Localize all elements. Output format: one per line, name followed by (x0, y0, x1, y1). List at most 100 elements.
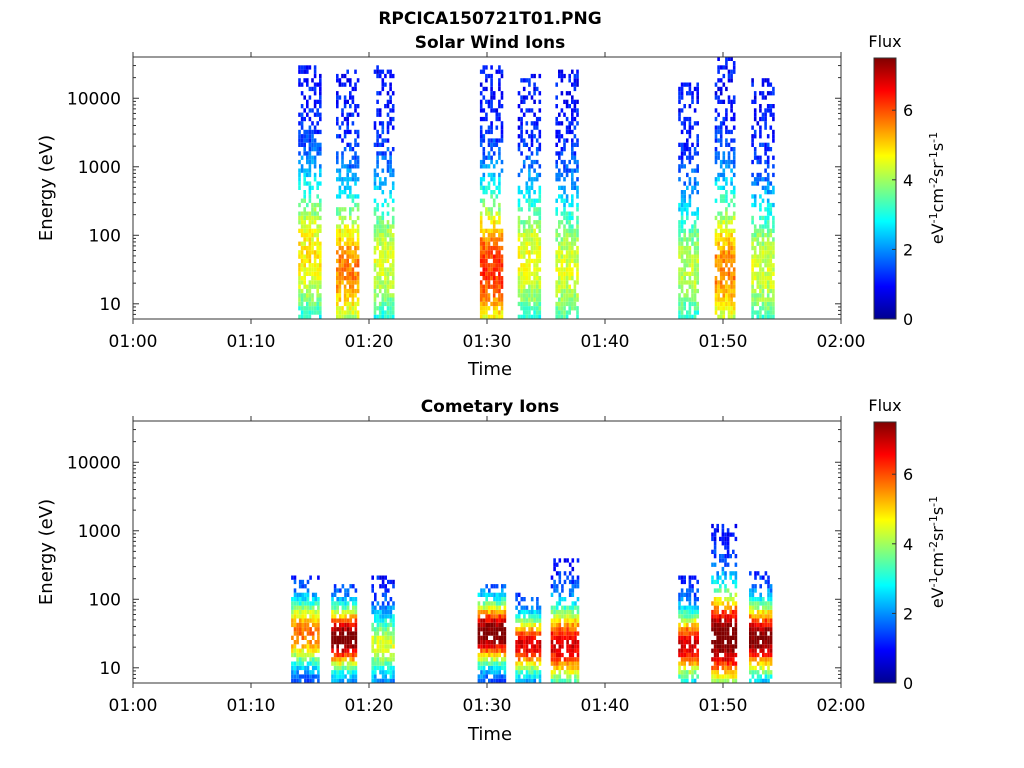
heatmap-cell (751, 82, 754, 87)
heatmap-cell (311, 622, 315, 628)
heatmap-cell (356, 215, 360, 221)
heatmap-cell (386, 258, 390, 264)
heatmap-cell (479, 254, 483, 259)
heatmap-cell (530, 185, 534, 190)
heatmap-cell (721, 631, 725, 636)
heatmap-cell (352, 635, 355, 640)
heatmap-cell (766, 301, 770, 307)
heatmap-cell (381, 245, 385, 251)
heatmap-cell (313, 112, 317, 117)
heatmap-cell (392, 627, 395, 632)
heatmap-cell (759, 288, 762, 294)
heatmap-cell (751, 258, 754, 264)
heatmap-cell (772, 254, 775, 259)
y-tick-label: 1000 (78, 158, 121, 178)
heatmap-cell (683, 250, 686, 255)
heatmap-cell (485, 276, 488, 281)
heatmap-cell (384, 224, 387, 229)
heatmap-cell (391, 254, 395, 259)
heatmap-cell (316, 267, 319, 272)
heatmap-cell (533, 237, 536, 242)
heatmap-cell (560, 134, 564, 139)
heatmap-cell (558, 575, 562, 580)
heatmap-cell (520, 207, 523, 212)
heatmap-cell (530, 284, 534, 289)
heatmap-cell (374, 605, 377, 610)
heatmap-cell (717, 237, 720, 242)
heatmap-cell (751, 142, 754, 147)
heatmap-cell (313, 129, 317, 135)
heatmap-cell (381, 284, 385, 289)
heatmap-cell (693, 640, 697, 645)
heatmap-cell (351, 164, 355, 169)
heatmap-cell (553, 652, 556, 658)
heatmap-cell (346, 661, 350, 666)
ion-burst (714, 57, 736, 319)
heatmap-cell (533, 258, 536, 264)
heatmap-cell (525, 678, 529, 683)
heatmap-cell (482, 301, 486, 307)
heatmap-cell (296, 605, 299, 610)
heatmap-cell (389, 640, 393, 645)
heatmap-cell (525, 293, 529, 298)
heatmap-cell (371, 635, 374, 640)
heatmap-cell (308, 125, 312, 130)
heatmap-cell (683, 207, 686, 212)
heatmap-cell (576, 99, 579, 104)
heatmap-cell (331, 605, 334, 610)
heatmap-cell (753, 271, 757, 276)
heatmap-cell (291, 622, 294, 628)
heatmap-cell (523, 678, 526, 683)
heatmap-cell (525, 280, 529, 285)
heatmap-cell (479, 271, 483, 276)
heatmap-cell (317, 635, 320, 640)
heatmap-cell (555, 674, 559, 679)
heatmap-cell (693, 293, 697, 298)
heatmap-cell (563, 276, 566, 281)
heatmap-cell (374, 640, 377, 645)
heatmap-cell (688, 661, 692, 666)
heatmap-cell (550, 644, 554, 649)
colorbar-tick-label: 4 (903, 171, 913, 190)
heatmap-cell (568, 631, 572, 636)
heatmap-cell (336, 121, 339, 126)
heatmap-cell (555, 254, 558, 259)
heatmap-cell (726, 601, 730, 606)
heatmap-cell (517, 592, 521, 597)
heatmap-cell (764, 284, 767, 289)
heatmap-cell (498, 674, 501, 679)
heatmap-cell (730, 99, 733, 104)
heatmap-cell (560, 194, 564, 199)
heatmap-cell (719, 99, 723, 104)
heatmap-cell (490, 138, 493, 143)
heatmap-cell (528, 220, 531, 225)
heatmap-cell (522, 271, 526, 276)
heatmap-cell (561, 609, 564, 615)
heatmap-cell (503, 635, 507, 640)
heatmap-cell (725, 241, 728, 246)
heatmap-cell (571, 575, 575, 580)
heatmap-cell (339, 631, 342, 636)
heatmap-cell (376, 138, 379, 143)
heatmap-cell (753, 134, 757, 139)
heatmap-cell (759, 293, 762, 298)
heatmap-cell (485, 652, 488, 658)
heatmap-cell (686, 185, 689, 190)
heatmap-cell (536, 614, 539, 619)
heatmap-cell (343, 233, 347, 238)
heatmap-cell (525, 78, 529, 83)
heatmap-cell (749, 609, 752, 615)
heatmap-cell (378, 233, 382, 238)
heatmap-cell (756, 254, 760, 259)
heatmap-cell (298, 121, 301, 126)
heatmap-cell (528, 293, 531, 298)
heatmap-cell (308, 172, 312, 178)
heatmap-cell (298, 601, 302, 606)
heatmap-cell (680, 280, 684, 285)
heatmap-cell (298, 592, 302, 597)
heatmap-cell (490, 640, 494, 645)
heatmap-cell (490, 129, 493, 135)
heatmap-cell (298, 134, 301, 139)
heatmap-cell (392, 614, 395, 619)
